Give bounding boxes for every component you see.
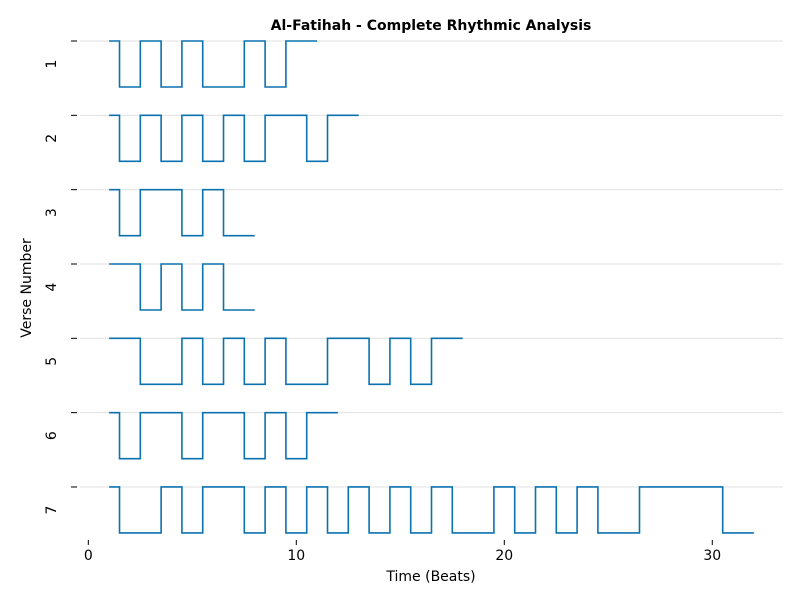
step-line — [109, 411, 338, 460]
x-axis-label: Time (Beats) — [385, 569, 475, 585]
y-tick-label: 5 — [44, 357, 60, 366]
x-tick-label: 0 — [84, 548, 93, 564]
step-line — [109, 114, 359, 163]
y-tick-label: 1 — [44, 60, 60, 69]
x-tick-label: 10 — [287, 548, 305, 564]
x-tick-label: 20 — [495, 548, 513, 564]
x-tick-label: 30 — [703, 548, 721, 564]
y-tick-label: 2 — [44, 134, 60, 143]
step-line — [109, 337, 463, 386]
y-tick-label: 7 — [44, 506, 60, 515]
step-line — [109, 188, 255, 237]
step-line — [109, 263, 255, 311]
y-tick-label: 6 — [44, 431, 60, 440]
y-tick-label: 4 — [44, 282, 60, 291]
y-axis-label: Verse Number — [19, 238, 35, 338]
chart-title: Al-Fatihah - Complete Rhythmic Analysis — [271, 18, 592, 34]
y-tick-label: 3 — [44, 208, 60, 217]
step-line — [109, 40, 318, 88]
step-line — [109, 486, 754, 534]
